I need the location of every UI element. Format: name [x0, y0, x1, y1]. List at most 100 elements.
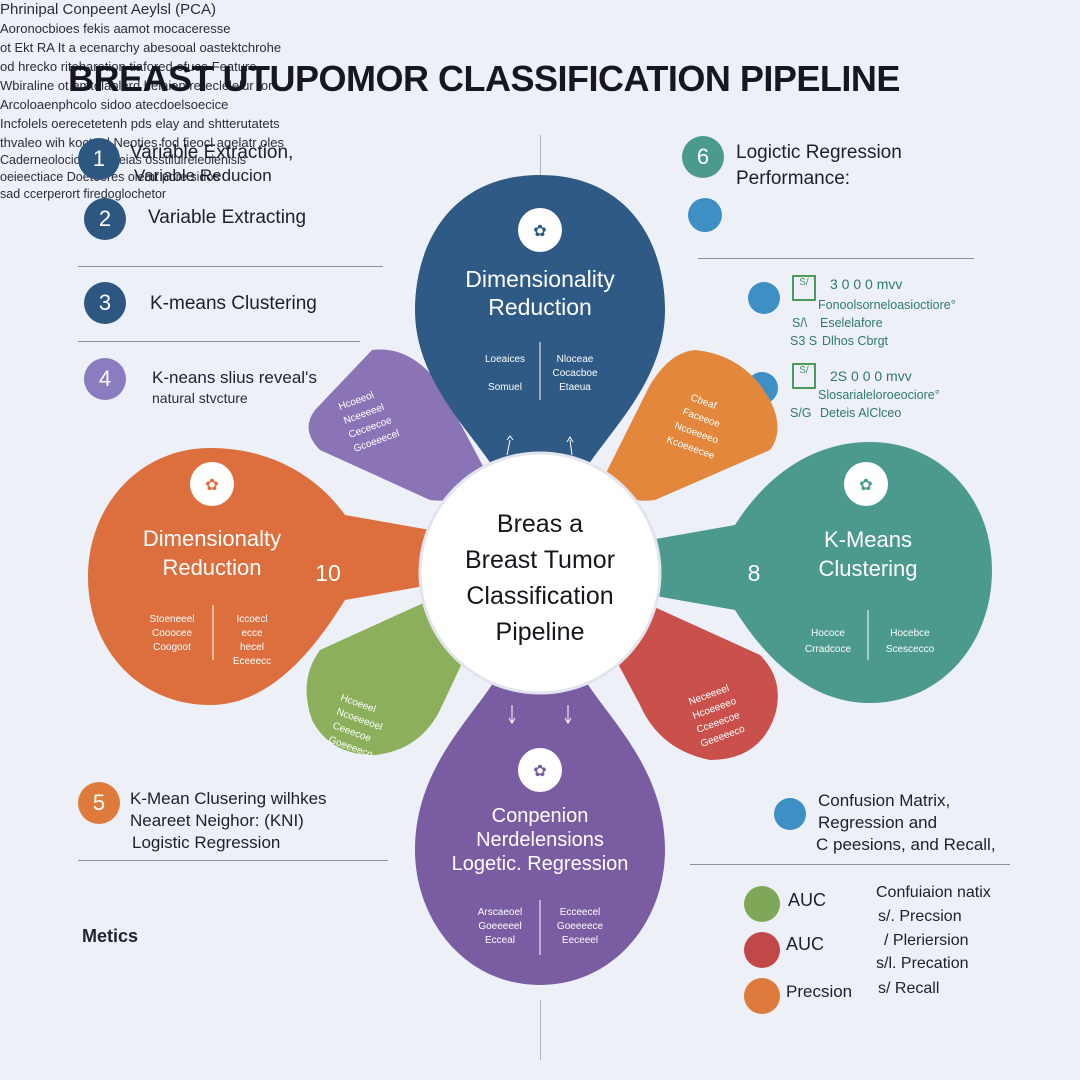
note-line: Caderneolociodeceroeias osstilulreieoien…	[0, 153, 246, 167]
medical-emblem-icon	[518, 748, 562, 792]
perf-row-1-code2: S/\	[792, 316, 808, 330]
right-node-col2: Scescecco	[886, 644, 935, 655]
step-2-badge: 2	[84, 198, 126, 240]
top-node-col2: Nloceae	[557, 354, 594, 365]
bottom-node-col1: Goeeeeel	[478, 921, 521, 932]
legend-dot-red	[744, 932, 780, 968]
step-2-line1: Variable Extracting	[148, 207, 307, 228]
step-6-badge: 6	[682, 136, 724, 178]
left-node-col1: Cooocee	[152, 628, 192, 639]
document-icon: S/	[792, 275, 816, 301]
step-5-description: Aoronocbioes fekis aamot mocaceresse ot …	[0, 19, 1080, 76]
divider	[78, 860, 388, 861]
matrix-item: s/l. Precation	[876, 955, 969, 973]
medical-emblem-icon	[518, 208, 562, 252]
guide-line	[540, 135, 541, 195]
top-node-title-2: Reduction	[488, 294, 592, 320]
legend-label: Precsion	[786, 982, 853, 1001]
matrix-label: Precsion	[899, 908, 962, 925]
medical-emblem-icon-glyph: ✿	[205, 477, 218, 494]
blue-dot-icon	[774, 798, 806, 830]
medical-emblem-icon	[844, 462, 888, 506]
left-node-col2: Eceeecc	[233, 656, 271, 667]
center-line-1: Breas a	[497, 510, 583, 538]
note-line: ot Ekt RA It a ecenarchy abesooal oastek…	[0, 40, 282, 55]
step-5-badge: 5	[78, 782, 120, 824]
top-node-col2: Etaeua	[559, 382, 591, 393]
perf-row-2-code2: S/G	[790, 406, 812, 420]
step-5-line3: Logistic Regression	[132, 833, 281, 852]
perf-row-1-text1: Fonoolsorneloasioctiore°	[818, 298, 956, 312]
node-top-dimensionality-reduction: ✿ Dimensionality Reduction Loeaices Somu…	[415, 175, 665, 470]
matrix-label: Precation	[900, 955, 969, 972]
step-1-line2: Variable Reducion	[134, 166, 272, 185]
petal-red-lower-right: Neceeeel Hcoeeeeo Cceeecoe Geeeeeco	[600, 604, 778, 760]
step-3-line1: K-means Clustering	[150, 293, 317, 314]
document-icon: S/	[792, 363, 816, 389]
left-node-col1: Stoeneeel	[149, 614, 194, 625]
medical-emblem-icon-glyph: ✿	[859, 477, 872, 494]
note-line: Arcoloaenphcolo sidoo atecdoelsoecice	[0, 97, 229, 112]
node-bottom-logistic-regression: ✿ Conpenion Nerdelensions Logetic. Regre…	[415, 680, 665, 985]
matrix-label: Recall	[894, 980, 940, 997]
note-line: Incfolels oerecetetenh pds elay and shtt…	[0, 116, 280, 131]
node-right-k-means-clustering: ✿ K-Means Clustering 8 Hococe Crradcoce …	[650, 442, 992, 703]
perf-row-2-text2: Deteis AlClceo	[820, 406, 902, 420]
perf-row-2-value: 2S 0 0 0 mvv	[830, 368, 912, 384]
left-node-number: 10	[315, 560, 341, 586]
matrix-item: s/ Recall	[878, 980, 939, 998]
left-node-title-1: Dimensionalty	[143, 526, 281, 551]
confusion-text: Confusion Matrix, Regression and C peesi…	[816, 790, 996, 856]
matrix-code: s/	[878, 980, 891, 997]
step-3-text: K-means Clustering	[150, 292, 317, 315]
top-node-col1: Somuel	[488, 382, 522, 393]
step-6-line1: Logictic Regression	[736, 142, 902, 163]
bottom-node-col1: Arscaeoel	[478, 907, 522, 918]
note-line: od hrecko riteharetion tiafored efuce Fe…	[0, 59, 257, 74]
divider	[690, 864, 1010, 865]
step-4-text: K-neans slius reveal's natural stvcture	[152, 366, 317, 408]
note-line: sad ccerperort firedoglochetor	[0, 187, 167, 201]
right-node-title-1: K-Means	[824, 527, 912, 552]
note-line: Wbiraline ot emtolaolerd helaien rerecle…	[0, 78, 273, 93]
matrix-code: s/.	[878, 908, 895, 925]
right-node-col2: Hocebce	[890, 628, 930, 639]
matrix-heading: Confuiaion natix	[876, 884, 991, 901]
bottom-node-col2: Goeeeece	[557, 921, 604, 932]
confusion-line: Regression and	[818, 813, 938, 832]
metrics-heading: Metics	[82, 926, 139, 946]
step-4-badge: 4	[84, 358, 126, 400]
perf-row-1-text3: Dlhos Cbrgt	[822, 334, 888, 348]
step-4-line2: natural stvcture	[152, 390, 248, 406]
medical-emblem-icon-glyph: ✿	[533, 223, 546, 240]
matrix-code: s/l.	[876, 955, 897, 972]
bottom-node-title-2: Nerdelensions	[476, 829, 604, 851]
guide-line	[540, 1000, 541, 1060]
step-6-line2: Performance:	[736, 168, 851, 189]
medical-emblem-icon-glyph: ✿	[533, 763, 546, 780]
perf-row-1-text2: Eselelafore	[820, 316, 883, 330]
perf-row-1-value: 3 0 0 0 mvv	[830, 276, 903, 292]
step-4-line1: K-neans slius reveal's	[152, 368, 317, 387]
perf-row-1-code3: S3 S	[790, 334, 818, 348]
note-line: thvaleo wih kocteel Neoties fod fieocl a…	[0, 135, 284, 150]
divider	[78, 341, 360, 342]
step-1-badge: 1	[78, 138, 120, 180]
bottom-node-col1: Ecceal	[485, 935, 515, 946]
divider	[78, 266, 383, 267]
footer-description: Incfolels oerecetetenh pds elay and shtt…	[0, 114, 1080, 152]
bottom-node-title-3: Logetic. Regression	[452, 853, 629, 875]
blue-dot-icon	[748, 282, 780, 314]
left-node-col1: Coogoot	[153, 642, 191, 653]
step-5-line2: Neareet Neighor: (KNI)	[130, 811, 304, 830]
legend-dot-green	[744, 886, 780, 922]
divider	[698, 258, 974, 259]
right-node-title-2: Clustering	[818, 556, 917, 581]
left-node-title-2: Reduction	[162, 555, 261, 580]
left-node-col2: hecel	[240, 642, 264, 653]
right-node-col1: Hococe	[811, 628, 845, 639]
note-line: Aoronocbioes fekis aamot mocaceresse	[0, 21, 231, 36]
step-3-badge: 3	[84, 282, 126, 324]
perf-row-2-text1: Slosarialeloroeociore°	[818, 388, 940, 402]
